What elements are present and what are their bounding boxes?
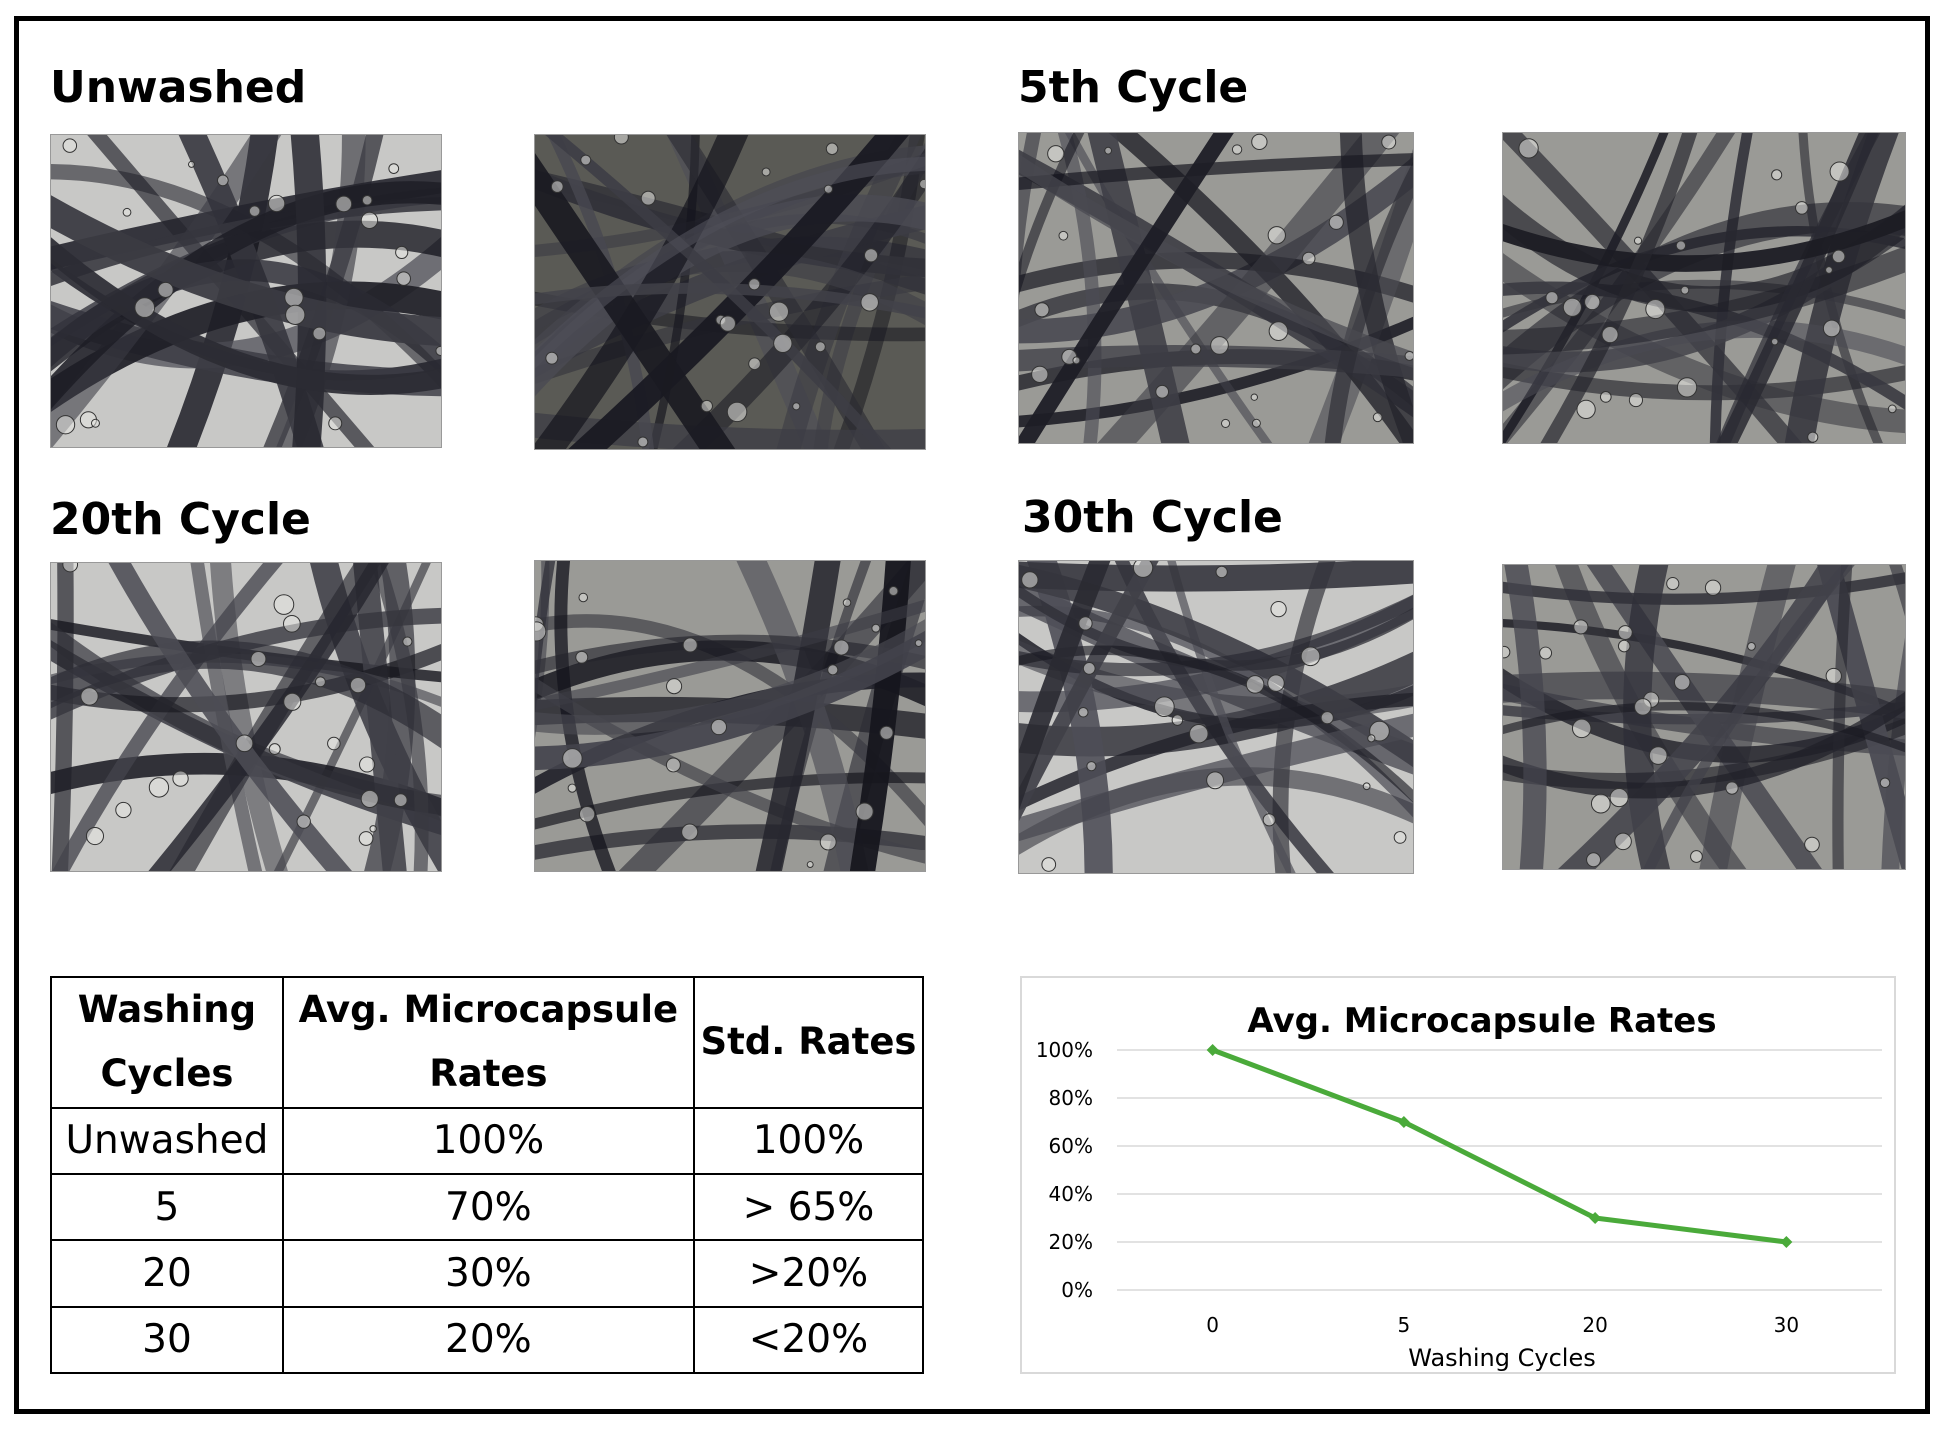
cell-cycles: 30 [50,1305,284,1375]
fiber-image [535,561,925,871]
data-point [1397,1116,1410,1128]
chart-svg: Avg. Microcapsule Rates 0 5 20 30 0% 20% 40% 6… [1036,1001,1882,1372]
cell-cycles: 20 [50,1239,284,1308]
chart-title: Avg. Microcapsule Rates [1247,1001,1716,1041]
micrograph-5th-cycle-2 [1502,132,1906,444]
cell-std-rate: <20% [692,1305,925,1375]
micrograph-unwashed-1 [50,134,442,448]
data-point [1589,1212,1602,1224]
data-point [1780,1236,1793,1248]
fiber-image [535,135,925,449]
cell-std-rate: >20% [692,1239,925,1308]
data-point [1206,1044,1219,1056]
x-axis-label: Washing Cycles [1408,1344,1595,1372]
table-row: 5 70% > 65% [50,1172,925,1242]
x-tick-label: 0 [1206,1313,1219,1337]
fiber-image [1019,561,1413,873]
line-chart: Avg. Microcapsule Rates 0 5 20 30 0% 20% 40% 6… [1020,976,1896,1374]
micrograph-20th-cycle-1 [50,562,442,872]
x-tick-label: 20 [1582,1313,1607,1337]
panel-title-30th-cycle: 30th Cycle [1022,492,1283,543]
cell-std-rate: > 65% [692,1172,925,1242]
header-avg-microcapsule-rates: Avg. Microcapsule Rates [281,976,695,1109]
cell-avg-rate: 30% [281,1239,695,1308]
y-tick-label: 0% [1061,1278,1093,1302]
header-std-rates: Std. Rates [692,976,925,1109]
panel-title-unwashed: Unwashed [50,62,307,113]
header-washing-cycles: Washing Cycles [50,976,284,1109]
cell-avg-rate: 70% [281,1172,695,1242]
cell-std-rate: 100% [692,1106,925,1175]
figure-frame [14,16,1930,1414]
fiber-image [1019,133,1413,443]
fiber-image [1503,565,1905,869]
y-tick-label: 100% [1036,1038,1093,1062]
x-tick-label: 5 [1398,1313,1411,1337]
cell-avg-rate: 100% [281,1106,695,1175]
fiber-image [1503,133,1905,443]
micrograph-30th-cycle-1 [1018,560,1414,874]
cell-cycles: 5 [50,1172,284,1242]
table-row: 30 20% <20% [50,1305,925,1375]
series-line [1211,1047,1787,1245]
cell-cycles: Unwashed [50,1106,284,1175]
y-tick-label: 20% [1049,1230,1093,1254]
panel-title-20th-cycle: 20th Cycle [50,494,311,545]
cell-avg-rate: 20% [281,1305,695,1375]
y-tick-label: 80% [1049,1086,1093,1110]
micrograph-5th-cycle-1 [1018,132,1414,444]
y-tick-label: 60% [1049,1134,1093,1158]
table-row: 20 30% >20% [50,1239,925,1308]
panel-title-5th-cycle: 5th Cycle [1018,62,1249,113]
x-tick-label: 30 [1774,1313,1799,1337]
rates-table: Washing Cycles Avg. Microcapsule Rates Std… [50,976,925,1375]
micrograph-30th-cycle-2 [1502,564,1906,870]
table-row: Unwashed 100% 100% [50,1106,925,1175]
table-header-row: Washing Cycles Avg. Microcapsule Rates Std… [50,976,925,1109]
micrograph-20th-cycle-2 [534,560,926,872]
fiber-image [51,563,441,871]
micrograph-unwashed-2 [534,134,926,450]
fiber-image [51,135,441,447]
y-tick-label: 40% [1049,1182,1093,1206]
